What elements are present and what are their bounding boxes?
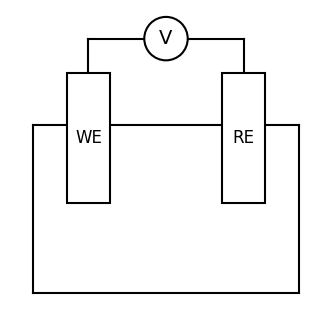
Bar [67, 73, 110, 203]
Text: V: V [159, 29, 173, 48]
Text: WE: WE [75, 129, 102, 147]
Text: RE: RE [232, 129, 255, 147]
Bar [222, 73, 265, 203]
Circle shape [144, 17, 188, 60]
